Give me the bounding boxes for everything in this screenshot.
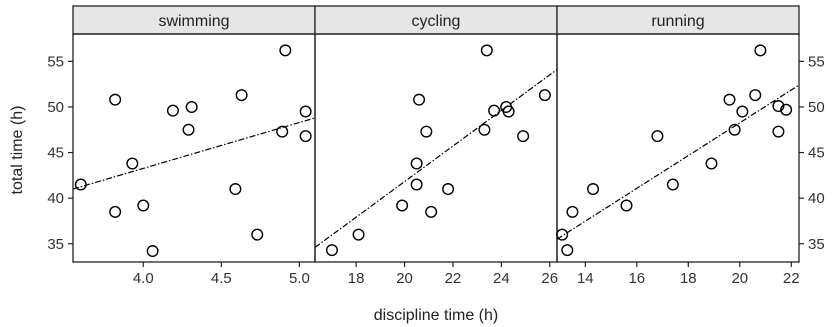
- data-point: [74, 178, 87, 191]
- data-point: [705, 157, 718, 170]
- data-point: [517, 130, 530, 143]
- data-point: [651, 130, 664, 143]
- y-tick-label-left: 55: [47, 53, 64, 70]
- y-tick-label-left: 40: [47, 190, 64, 207]
- data-point: [561, 244, 574, 257]
- data-point: [420, 125, 433, 138]
- strip-label: swimming: [158, 13, 229, 30]
- y-tick-label-right: 55: [808, 53, 825, 70]
- data-point: [235, 89, 248, 102]
- data-point: [425, 205, 438, 218]
- strip-label: cycling: [412, 13, 461, 30]
- panel-running: running 14 16 18 20 22: [556, 5, 800, 287]
- x-tick-label: 5.0: [289, 270, 310, 287]
- y-tick-label-right: 35: [808, 236, 825, 253]
- x-tick-label: 20: [731, 270, 748, 287]
- data-point: [299, 130, 312, 143]
- data-point: [299, 105, 312, 118]
- data-point: [754, 44, 767, 57]
- panel-swimming: swimming 4.0 4.5 5.0: [72, 5, 316, 287]
- x-tick-label: 18: [680, 270, 697, 287]
- y-axis-title: total time (h): [9, 106, 26, 195]
- fit-line: [557, 84, 799, 240]
- x-tick-label: 4.0: [133, 270, 154, 287]
- data-point: [229, 183, 242, 196]
- data-point: [185, 100, 198, 113]
- y-tick-label-right: 45: [808, 145, 825, 162]
- fit-line: [315, 69, 557, 248]
- y-tick-label-right: 40: [808, 190, 825, 207]
- data-point: [410, 157, 423, 170]
- data-point: [137, 199, 150, 212]
- x-tick-label: 4.5: [211, 270, 232, 287]
- y-tick-label-left: 35: [47, 236, 64, 253]
- data-point: [538, 89, 551, 102]
- x-tick-label: 16: [628, 270, 645, 287]
- y-tick-label-left: 50: [47, 99, 64, 116]
- x-tick-label: 14: [577, 270, 594, 287]
- data-point: [166, 104, 179, 117]
- data-point: [146, 245, 159, 258]
- data-point: [587, 183, 600, 196]
- data-point: [352, 228, 365, 241]
- x-axis-title: discipline time (h): [374, 307, 498, 324]
- data-point: [736, 105, 749, 118]
- data-point: [442, 183, 455, 196]
- data-point: [772, 125, 785, 138]
- y-tick-label-left: 45: [47, 145, 64, 162]
- plot-frame: [72, 33, 316, 263]
- data-point: [325, 244, 338, 257]
- strip-header: [72, 5, 316, 35]
- x-tick-label: 22: [783, 270, 800, 287]
- data-point: [251, 228, 264, 241]
- strip-label: running: [651, 13, 704, 30]
- plot-frame: [556, 33, 800, 263]
- data-point: [723, 93, 736, 106]
- data-point: [480, 44, 493, 57]
- data-point: [620, 199, 633, 212]
- data-point: [478, 123, 491, 136]
- x-tick-label: 22: [445, 270, 462, 287]
- strip-header: [556, 5, 800, 35]
- data-point: [410, 178, 423, 191]
- data-point: [182, 123, 195, 136]
- data-point: [556, 228, 569, 241]
- y-tick-label-right: 50: [808, 99, 825, 116]
- data-point: [396, 199, 409, 212]
- data-point: [666, 178, 679, 191]
- x-tick-label: 24: [493, 270, 510, 287]
- data-point: [772, 100, 785, 113]
- data-point: [109, 93, 122, 106]
- data-point: [780, 103, 793, 116]
- data-point: [749, 89, 762, 102]
- fit-line: [73, 117, 315, 190]
- data-point: [413, 93, 426, 106]
- data-point: [276, 125, 289, 138]
- data-point: [126, 157, 139, 170]
- panel-cycling: cycling 18 20 22 24 26: [314, 5, 558, 287]
- data-point: [279, 44, 292, 57]
- data-point: [502, 105, 515, 118]
- y-axes: 35 35 40 40 45 45 50 50 55 55: [47, 53, 824, 252]
- data-point: [728, 123, 741, 136]
- data-point: [488, 104, 501, 117]
- data-point: [109, 205, 122, 218]
- plot-frame: [314, 33, 558, 263]
- data-point: [566, 205, 579, 218]
- x-tick-label: 20: [396, 270, 413, 287]
- x-tick-label: 26: [541, 270, 558, 287]
- x-tick-label: 18: [348, 270, 365, 287]
